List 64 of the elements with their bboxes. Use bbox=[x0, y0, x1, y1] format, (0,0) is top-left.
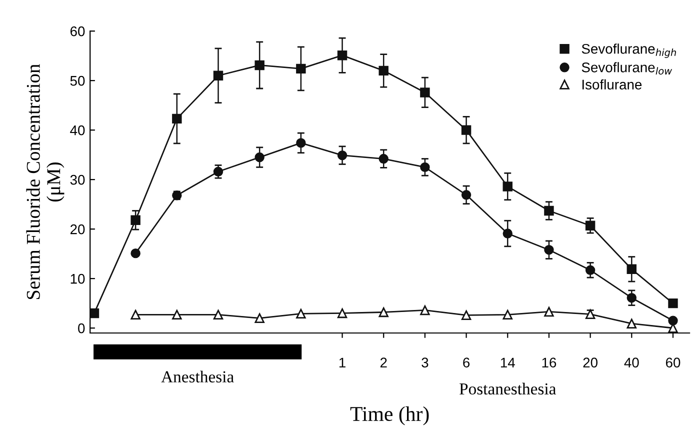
point bbox=[378, 154, 388, 164]
point bbox=[296, 308, 306, 319]
x-tick-label: 16 bbox=[542, 358, 556, 368]
x-tick-label: 14 bbox=[500, 358, 515, 368]
y-tick-label: 40 bbox=[70, 125, 85, 136]
point bbox=[296, 138, 306, 148]
y-tick-label: 20 bbox=[70, 224, 85, 234]
point bbox=[502, 182, 512, 192]
point bbox=[337, 50, 348, 60]
point bbox=[213, 310, 224, 320]
y-tick-label: 60 bbox=[70, 26, 85, 36]
point bbox=[254, 60, 264, 70]
point bbox=[213, 70, 224, 80]
point bbox=[585, 309, 596, 320]
legend-label: Sevoflurane$_{high}$ bbox=[582, 44, 676, 58]
point bbox=[585, 265, 596, 276]
x-tick-label: 2 bbox=[380, 358, 387, 368]
point bbox=[337, 150, 348, 160]
text: Anesthesia bbox=[161, 370, 234, 382]
point bbox=[213, 166, 224, 177]
point bbox=[254, 313, 264, 324]
point bbox=[296, 64, 306, 74]
point bbox=[254, 152, 264, 162]
y-tick-label: 50 bbox=[70, 76, 85, 86]
point bbox=[502, 310, 512, 320]
text: Postanesthesia bbox=[460, 382, 556, 395]
point bbox=[461, 125, 472, 135]
point bbox=[130, 310, 140, 320]
point bbox=[420, 88, 430, 98]
point bbox=[461, 310, 472, 320]
point bbox=[668, 316, 678, 326]
point bbox=[378, 66, 388, 76]
point bbox=[172, 310, 182, 320]
y-tick-label: 0 bbox=[78, 323, 85, 334]
point bbox=[90, 308, 100, 318]
point bbox=[544, 206, 554, 216]
y-axis-title: Serum Fluoride Concentration (μM) bbox=[26, 64, 64, 300]
point bbox=[420, 162, 430, 172]
x-tick-label: 60 bbox=[666, 358, 680, 368]
x-axis-title: Time (hr) bbox=[350, 406, 429, 426]
point bbox=[337, 308, 348, 318]
legend-label: Sevoflurane$_{low}$ bbox=[582, 62, 672, 75]
point bbox=[626, 318, 637, 328]
point bbox=[544, 244, 554, 255]
point bbox=[130, 215, 140, 226]
point bbox=[502, 228, 512, 238]
point bbox=[668, 298, 678, 308]
x-tick-label: 6 bbox=[463, 358, 470, 368]
y-tick-label: 10 bbox=[70, 274, 85, 284]
point bbox=[461, 190, 472, 200]
point bbox=[585, 220, 596, 230]
x-tick-label: 20 bbox=[583, 358, 598, 368]
point bbox=[626, 264, 637, 274]
point bbox=[378, 307, 388, 318]
x-tick-label: 3 bbox=[422, 358, 428, 368]
point bbox=[172, 114, 182, 124]
point bbox=[544, 306, 554, 317]
legend-label: Isoflurane bbox=[582, 79, 642, 90]
point bbox=[420, 305, 430, 316]
x-tick-label: 40 bbox=[624, 358, 639, 368]
x-tick-label: 1 bbox=[339, 358, 346, 368]
y-tick-label: 30 bbox=[70, 174, 85, 185]
point bbox=[130, 248, 140, 258]
point bbox=[626, 292, 637, 303]
